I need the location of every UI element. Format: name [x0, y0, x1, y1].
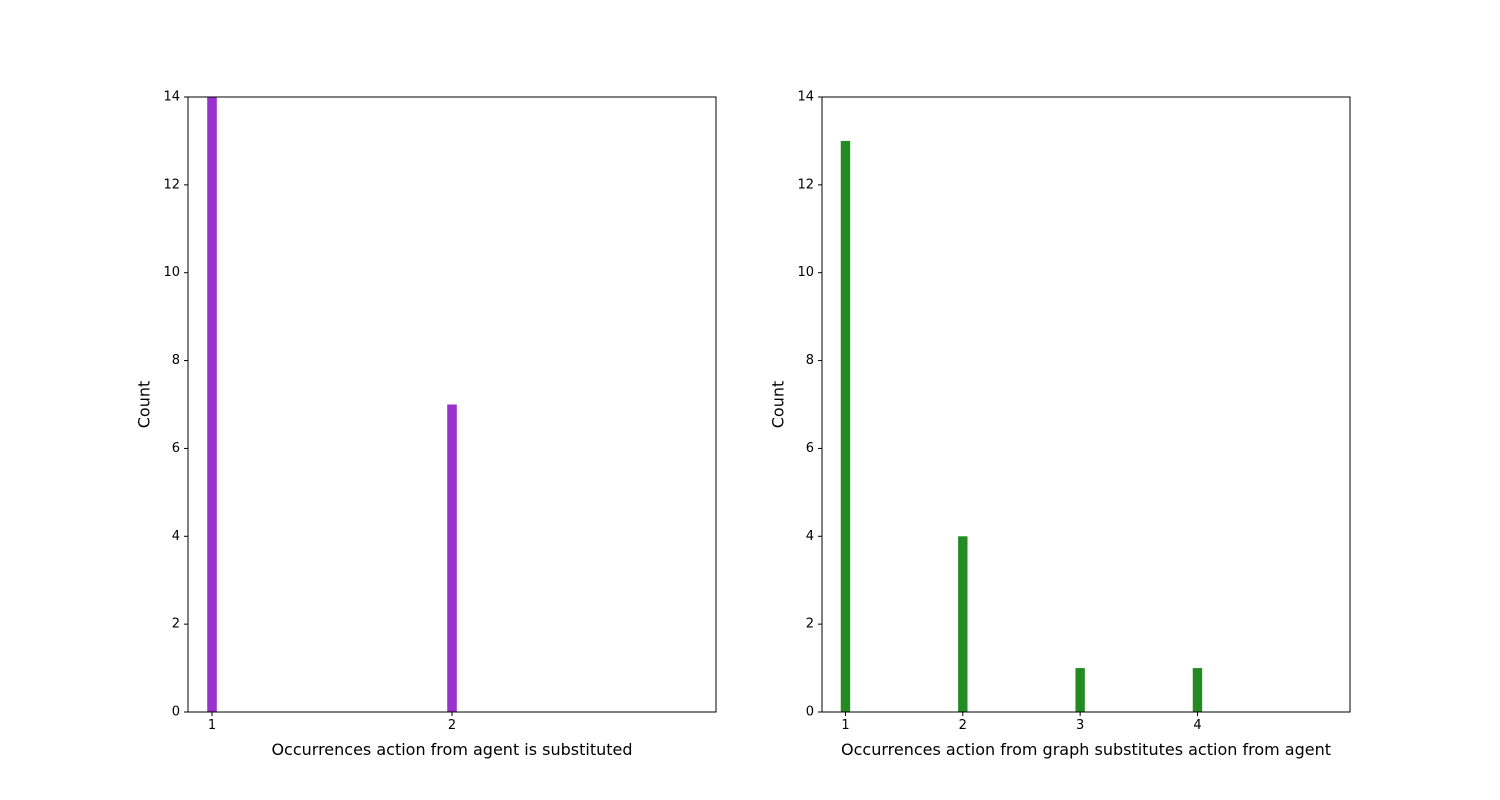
right-bar-1: [840, 140, 851, 712]
left-ytick-label: 6: [172, 441, 180, 456]
right-xtick-label: 1: [841, 718, 849, 733]
left-bar-1: [207, 97, 217, 712]
left-xtick-label: 2: [448, 718, 456, 733]
left-ytick-label: 12: [163, 177, 180, 192]
left-xtick-label: 1: [208, 718, 216, 733]
right-bar-4: [1192, 668, 1203, 712]
right-bar-2: [958, 536, 968, 712]
left-ytick-label: 14: [163, 90, 180, 105]
right-bar-3: [1075, 668, 1085, 712]
right-xtick-label: 4: [1193, 718, 1201, 733]
right-ytick-label: 8: [806, 353, 814, 368]
right-ytick-label: 6: [806, 441, 814, 456]
right-ytick-label: 4: [806, 529, 814, 544]
right-xtick-label: 3: [1076, 718, 1084, 733]
right-ytick-label: 0: [806, 705, 814, 720]
left-ytick-label: 0: [172, 705, 180, 720]
right-yaxis-label: Count: [769, 381, 788, 429]
left-ytick-label: 2: [172, 617, 180, 632]
left-ytick-label: 8: [172, 353, 180, 368]
right-ytick-label: 12: [797, 177, 814, 192]
left-xaxis-label: Occurrences action from agent is substit…: [271, 740, 632, 759]
left-yaxis-label: Count: [135, 381, 154, 429]
left-ytick-label: 10: [163, 265, 180, 280]
right-ytick-label: 14: [797, 90, 814, 105]
left-ytick-label: 4: [172, 529, 180, 544]
right-xtick-label: 2: [959, 718, 967, 733]
right-ytick-label: 10: [797, 265, 814, 280]
right-plot-frame: [821, 96, 1351, 713]
right-ytick-label: 2: [806, 617, 814, 632]
left-bar-2: [447, 404, 457, 712]
right-xaxis-label: Occurrences action from graph substitute…: [841, 740, 1331, 759]
